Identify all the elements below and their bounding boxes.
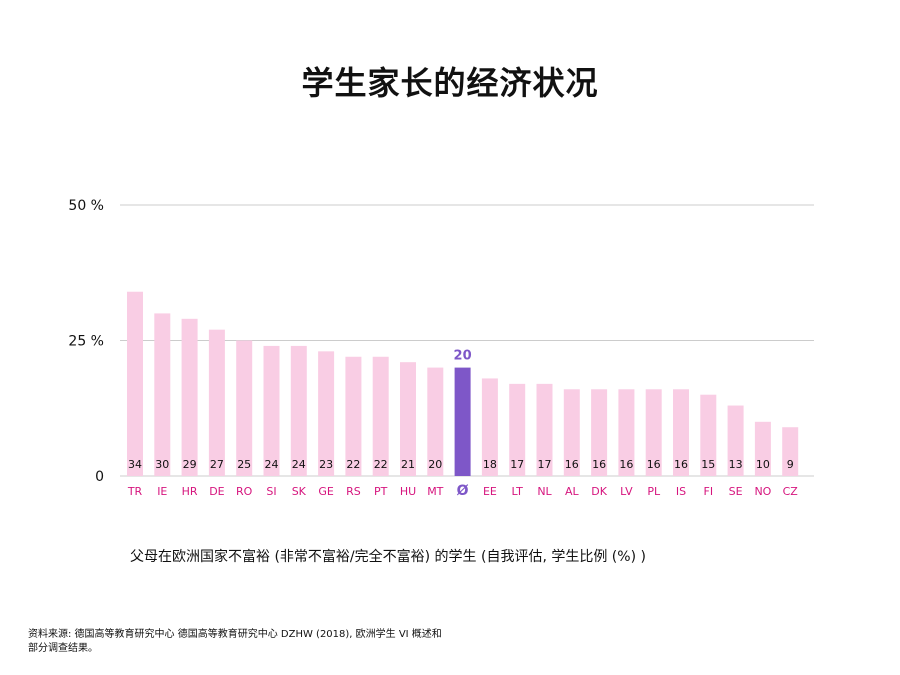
data-label: 20 bbox=[428, 458, 442, 471]
data-label: 25 bbox=[237, 458, 251, 471]
category-label: DK bbox=[591, 485, 607, 498]
bar bbox=[154, 313, 171, 476]
category-label: RS bbox=[346, 485, 361, 498]
data-label: 22 bbox=[346, 458, 360, 471]
category-label: CZ bbox=[783, 485, 799, 498]
y-tick-label: 0 bbox=[95, 469, 104, 485]
y-tick-label: 50 % bbox=[68, 198, 104, 214]
data-label: 15 bbox=[701, 458, 715, 471]
bar bbox=[591, 389, 608, 476]
bar bbox=[400, 362, 416, 476]
bar bbox=[727, 405, 744, 476]
category-label: TR bbox=[127, 485, 143, 498]
data-label: 13 bbox=[729, 458, 743, 471]
data-label: 9 bbox=[787, 458, 794, 471]
data-label: 22 bbox=[374, 458, 388, 471]
category-label: SE bbox=[729, 485, 743, 498]
data-label: 23 bbox=[319, 458, 333, 471]
data-label: 30 bbox=[155, 458, 169, 471]
bars: 34 30 29 27 25 24 24 23 22 22 21 20 20 18 17 17 16 16 16 16… bbox=[127, 291, 799, 476]
bar bbox=[427, 367, 444, 476]
category-label: HR bbox=[182, 485, 198, 498]
data-label: 17 bbox=[538, 458, 552, 471]
bar-chart: 0 25 % 50 % 34 30 29 27 25 24 24 23 22 22 21 20 20 18 17… bbox=[68, 198, 814, 499]
source-note: 资料来源: 德国高等教育研究中心 德国高等教育研究中心 DZHW (2018),… bbox=[28, 629, 442, 654]
data-label: 27 bbox=[210, 458, 224, 471]
y-axis-ticks: 0 25 % 50 % bbox=[68, 198, 104, 485]
category-label: NO bbox=[754, 485, 771, 498]
category-label: SK bbox=[292, 485, 307, 498]
bar bbox=[645, 389, 662, 476]
bar bbox=[127, 291, 143, 476]
bar bbox=[236, 340, 253, 476]
category-label: EE bbox=[483, 485, 497, 498]
category-label: Ø bbox=[457, 483, 469, 499]
data-label: 21 bbox=[401, 458, 415, 471]
bar bbox=[318, 351, 335, 476]
data-label: 24 bbox=[265, 458, 279, 471]
bar bbox=[673, 389, 689, 476]
category-label: HU bbox=[400, 485, 416, 498]
category-label: NL bbox=[537, 485, 552, 498]
bar bbox=[509, 383, 526, 476]
bar bbox=[263, 345, 280, 476]
category-label: DE bbox=[209, 485, 224, 498]
bar bbox=[536, 383, 553, 476]
data-label: 16 bbox=[674, 458, 688, 471]
category-label: LT bbox=[512, 485, 524, 498]
bar bbox=[481, 378, 498, 476]
category-label: PT bbox=[374, 485, 388, 498]
bar bbox=[345, 356, 362, 476]
bar bbox=[618, 389, 635, 476]
data-label: 16 bbox=[565, 458, 579, 471]
category-label: PL bbox=[647, 485, 661, 498]
data-label: 10 bbox=[756, 458, 770, 471]
category-label: IS bbox=[676, 485, 686, 498]
chart-title: 学生家长的经济状况 bbox=[301, 64, 599, 102]
bar bbox=[181, 318, 198, 476]
y-tick-label: 25 % bbox=[68, 334, 104, 350]
data-label: 17 bbox=[510, 458, 524, 471]
category-label: SI bbox=[266, 485, 276, 498]
bar bbox=[563, 389, 580, 476]
data-label: 34 bbox=[128, 458, 142, 471]
data-label: 20 bbox=[454, 349, 472, 364]
data-label: 16 bbox=[592, 458, 606, 471]
bar bbox=[700, 394, 717, 476]
category-labels: TR IE HR DE RO SI SK GE RS PT HU MT Ø EE LT NL AL DK LV PL I… bbox=[127, 483, 798, 499]
data-label: 24 bbox=[292, 458, 306, 471]
category-label: LV bbox=[620, 485, 633, 498]
bar bbox=[208, 329, 225, 476]
bar bbox=[754, 421, 771, 476]
category-label: RO bbox=[236, 485, 253, 498]
data-label: 29 bbox=[183, 458, 197, 471]
bar bbox=[290, 345, 307, 476]
category-label: FI bbox=[704, 485, 714, 498]
bar bbox=[372, 356, 389, 476]
data-label: 18 bbox=[483, 458, 497, 471]
bar bbox=[782, 427, 799, 476]
chart-caption: 父母在欧洲国家不富裕 (非常不富裕/完全不富裕) 的学生 (自我评估, 学生比例… bbox=[130, 549, 646, 565]
bar bbox=[454, 367, 471, 476]
category-label: AL bbox=[565, 485, 580, 498]
data-label: 16 bbox=[647, 458, 661, 471]
category-label: GE bbox=[318, 485, 334, 498]
category-label: IE bbox=[157, 485, 167, 498]
category-label: MT bbox=[427, 485, 443, 498]
data-label: 16 bbox=[619, 458, 633, 471]
